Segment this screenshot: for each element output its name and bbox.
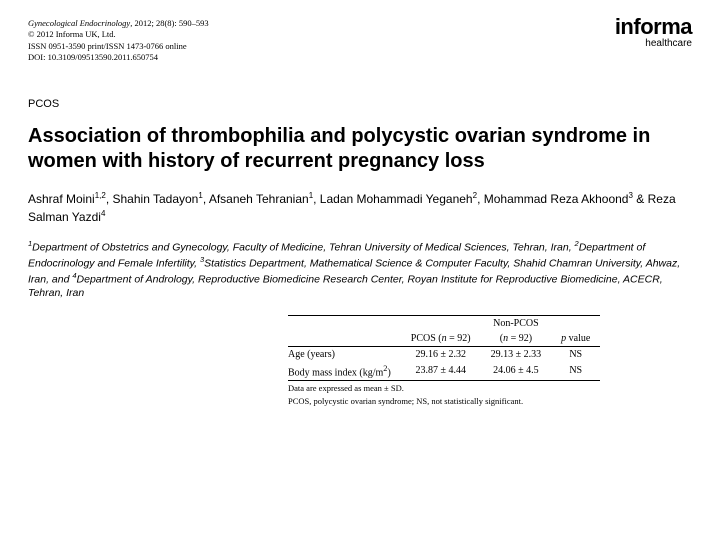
section-label: PCOS: [28, 98, 692, 110]
table-row: Age (years) 29.16 ± 2.32 29.13 ± 2.33 NS: [288, 346, 600, 362]
article-title: Association of thrombophilia and polycys…: [28, 124, 692, 174]
row-label: Age (years): [288, 346, 401, 362]
affiliations: 1Department of Obstetrics and Gynecology…: [28, 239, 692, 300]
col-pvalue-bot: p value: [551, 331, 600, 347]
col-pcos-bot: PCOS (n = 92): [401, 331, 481, 347]
cell: NS: [551, 346, 600, 362]
data-table: Non-PCOS PCOS (n = 92) (n = 92) p value …: [288, 315, 600, 381]
journal-meta: Gynecological Endocrinology, 2012; 28(8)…: [28, 18, 692, 64]
author-list: Ashraf Moini1,2, Shahin Tadayon1, Afsane…: [28, 190, 692, 226]
col-blank-bot: [288, 331, 401, 347]
col-pvalue-top: [551, 315, 600, 331]
col-nonpcos-top: Non-PCOS: [481, 315, 552, 331]
doi-line: DOI: 10.3109/09513590.2011.650754: [28, 52, 692, 63]
table-row: Body mass index (kg/m2) 23.87 ± 4.44 24.…: [288, 362, 600, 381]
row-label: Body mass index (kg/m2): [288, 362, 401, 381]
baseline-table: Non-PCOS PCOS (n = 92) (n = 92) p value …: [288, 315, 692, 407]
cell: 29.13 ± 2.33: [481, 346, 552, 362]
journal-name: Gynecological Endocrinology: [28, 18, 130, 28]
table-footnote-1: Data are expressed as mean ± SD.: [288, 383, 692, 394]
journal-citation: Gynecological Endocrinology, 2012; 28(8)…: [28, 18, 692, 29]
copyright-line: © 2012 Informa UK, Ltd.: [28, 29, 692, 40]
table-footnote-2: PCOS, polycystic ovarian syndrome; NS, n…: [288, 396, 692, 407]
cell: 24.06 ± 4.5: [481, 362, 552, 381]
cell: NS: [551, 362, 600, 381]
col-pcos-top: [401, 315, 481, 331]
publisher-logo: informa healthcare: [615, 14, 692, 49]
citation-rest: , 2012; 28(8): 590–593: [130, 18, 208, 28]
cell: 29.16 ± 2.32: [401, 346, 481, 362]
publisher-brand: informa: [615, 14, 692, 40]
col-blank-top: [288, 315, 401, 331]
cell: 23.87 ± 4.44: [401, 362, 481, 381]
issn-line: ISSN 0951-3590 print/ISSN 1473-0766 onli…: [28, 41, 692, 52]
col-nonpcos-bot: (n = 92): [481, 331, 552, 347]
